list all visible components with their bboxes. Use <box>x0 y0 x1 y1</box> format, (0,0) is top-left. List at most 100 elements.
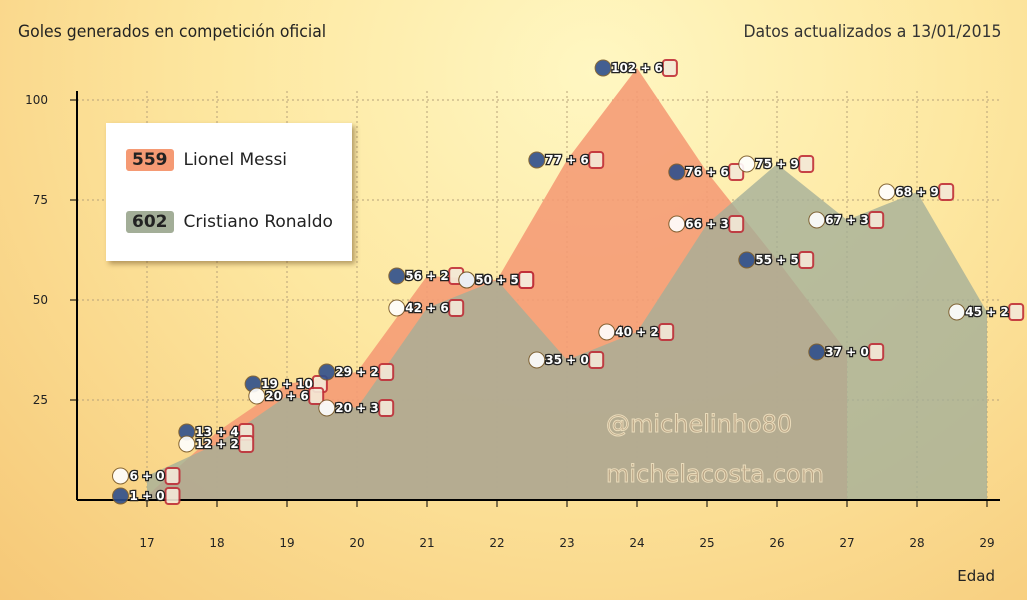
data-label-text: 40 + 2 <box>615 325 658 339</box>
tick-label-y-100: 100 <box>25 93 48 107</box>
tick-label-x-21: 21 <box>419 536 434 550</box>
data-label-text: 6 + 0 <box>129 469 164 483</box>
badge-icon <box>318 363 336 381</box>
tick-label-x-27: 27 <box>839 536 854 550</box>
watermark-handle: @michelinho80 <box>606 410 792 438</box>
data-label-text: 19 + 10 <box>261 377 313 391</box>
legend-label-messi: Lionel Messi <box>183 150 288 170</box>
badge-icon <box>518 271 535 289</box>
badge-icon <box>378 399 395 417</box>
badge-icon <box>598 323 616 341</box>
data-label-layer: 1 + 0 13 + 4 19 + 10 29 + 2 56 + 2 58 + 1 77 +… <box>112 59 1025 505</box>
tick-label-y-75: 75 <box>33 193 48 207</box>
tick-label-x-19: 19 <box>279 536 294 550</box>
badge-icon <box>448 299 465 317</box>
badge-icon <box>738 155 756 173</box>
badge-icon <box>594 59 612 77</box>
data-label-ronaldo-27: 67 + 3 <box>808 211 885 229</box>
badge-icon <box>738 251 756 269</box>
data-label-ronaldo-28: 68 + 9 <box>878 183 955 201</box>
data-label-text: 55 + 5 <box>755 253 798 267</box>
data-label-text: 56 + 2 <box>405 269 448 283</box>
tick-label-y-50: 50 <box>33 293 48 307</box>
data-label-text: 13 + 4 <box>195 425 238 439</box>
badge-icon <box>1008 303 1025 321</box>
data-label-text: 12 + 2 <box>195 437 238 451</box>
legend-item-messi: 559 Lionel Messi <box>126 149 287 171</box>
data-label-text: 102 + 6 <box>611 61 663 75</box>
data-label-ronaldo-20: 20 + 3 <box>318 399 395 417</box>
badge-icon <box>588 151 605 169</box>
data-label-ronaldo-23: 35 + 0 <box>528 351 605 369</box>
legend-item-ronaldo: 602 Cristiano Ronaldo <box>126 211 333 233</box>
data-label-text: 77 + 6 <box>545 153 588 167</box>
data-label-messi-24: 102 + 6 <box>594 59 678 77</box>
chart-title: Goles generados en competición oficial <box>18 22 327 42</box>
tick-label-x-28: 28 <box>909 536 924 550</box>
badge-icon <box>458 271 476 289</box>
tick-layer: 25 50 75 100 17 18 19 20 21 22 23 24 25 26 27 28 29 <box>25 93 995 550</box>
badge-icon <box>868 211 885 229</box>
badge-icon <box>728 215 745 233</box>
badge-icon <box>938 183 955 201</box>
badge-icon <box>661 59 678 77</box>
badge-icon <box>164 487 181 505</box>
badge-icon <box>658 323 675 341</box>
data-label-messi-19: 19 + 10 <box>244 375 328 393</box>
tick-label-x-23: 23 <box>559 536 574 550</box>
data-label-text: 58 + 1 <box>475 273 518 287</box>
badge-icon <box>528 351 546 369</box>
badge-icon <box>112 467 129 485</box>
data-label-messi-25: 76 + 6 <box>668 163 745 181</box>
badge-icon <box>878 183 896 201</box>
watermark-site: michelacosta.com <box>606 460 824 488</box>
axis-layer <box>76 91 1000 501</box>
badge-icon <box>588 351 605 369</box>
data-label-ronaldo-24: 40 + 2 <box>598 323 675 341</box>
badge-icon <box>668 163 686 181</box>
data-label-ronaldo-29: 45 + 2 <box>948 303 1025 321</box>
data-label-text: 20 + 6 <box>265 389 308 403</box>
data-label-text: 1 + 0 <box>129 489 164 503</box>
data-label-ronaldo-19: 20 + 6 <box>248 387 325 405</box>
data-label-text: 66 + 3 <box>685 217 728 231</box>
badge-icon <box>388 299 406 317</box>
badge-icon <box>112 487 129 505</box>
data-label-text: 76 + 6 <box>685 165 728 179</box>
x-axis-label: Edad <box>957 567 995 585</box>
badge-icon <box>318 399 336 417</box>
badge-icon <box>308 387 325 405</box>
data-label-text: 37 + 0 <box>825 345 868 359</box>
badge-icon <box>238 435 255 453</box>
badge-icon <box>868 343 885 361</box>
tick-label-x-22: 22 <box>489 536 504 550</box>
badge-icon <box>378 363 395 381</box>
badge-icon <box>528 151 546 169</box>
data-label-ronaldo-21: 42 + 6 <box>388 299 465 317</box>
legend-label-ronaldo: Cristiano Ronaldo <box>183 212 333 232</box>
tick-label-x-18: 18 <box>209 536 224 550</box>
badge-icon <box>808 211 826 229</box>
data-label-ronaldo-17: 6 + 0 <box>112 467 181 485</box>
data-label-messi-26: 55 + 5 <box>738 251 815 269</box>
tick-label-x-26: 26 <box>769 536 784 550</box>
legend-swatch-messi: 559 <box>126 149 174 171</box>
data-label-ronaldo-18: 12 + 2 <box>178 435 255 453</box>
badge-icon <box>388 267 406 285</box>
data-label-text: 68 + 9 <box>895 185 938 199</box>
data-label-messi-17: 1 + 0 <box>112 487 181 505</box>
data-label-messi-27: 37 + 0 <box>808 343 885 361</box>
data-label-messi-23: 77 + 6 <box>528 151 605 169</box>
legend-swatch-ronaldo: 602 <box>126 211 174 233</box>
data-label-text: 50 + 5 <box>475 273 518 287</box>
tick-label-x-29: 29 <box>979 536 994 550</box>
badge-icon <box>798 251 815 269</box>
tick-label-x-25: 25 <box>699 536 714 550</box>
badge-icon <box>948 303 966 321</box>
data-label-messi-20: 29 + 2 <box>318 363 395 381</box>
data-label-text: 20 + 3 <box>335 401 378 415</box>
tick-label-x-17: 17 <box>139 536 154 550</box>
tick-label-x-24: 24 <box>629 536 644 550</box>
area-series-ronaldo <box>147 164 987 500</box>
